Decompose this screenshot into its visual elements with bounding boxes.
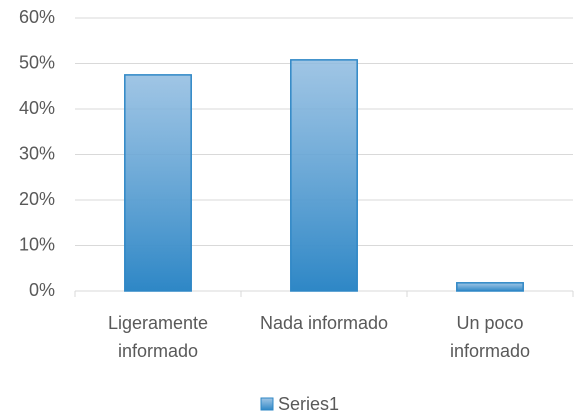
- x-tick-label: Nada informado: [259, 313, 389, 333]
- legend-label: Series1: [278, 394, 339, 414]
- y-tick-label: 40%: [19, 98, 55, 118]
- y-tick-label: 20%: [19, 189, 55, 209]
- y-tick-label: 60%: [19, 7, 55, 27]
- legend-swatch: [260, 397, 274, 411]
- x-tick-label: Un poco informado: [449, 313, 531, 361]
- bar: [124, 74, 192, 292]
- y-tick-label: 50%: [19, 52, 55, 72]
- y-tick-label: 10%: [19, 234, 55, 254]
- bar: [290, 59, 358, 292]
- x-tick-label: Ligeramente informado: [107, 313, 209, 361]
- bar: [456, 282, 524, 292]
- y-tick-label: 30%: [19, 143, 55, 163]
- y-tick-label: 0%: [29, 280, 55, 300]
